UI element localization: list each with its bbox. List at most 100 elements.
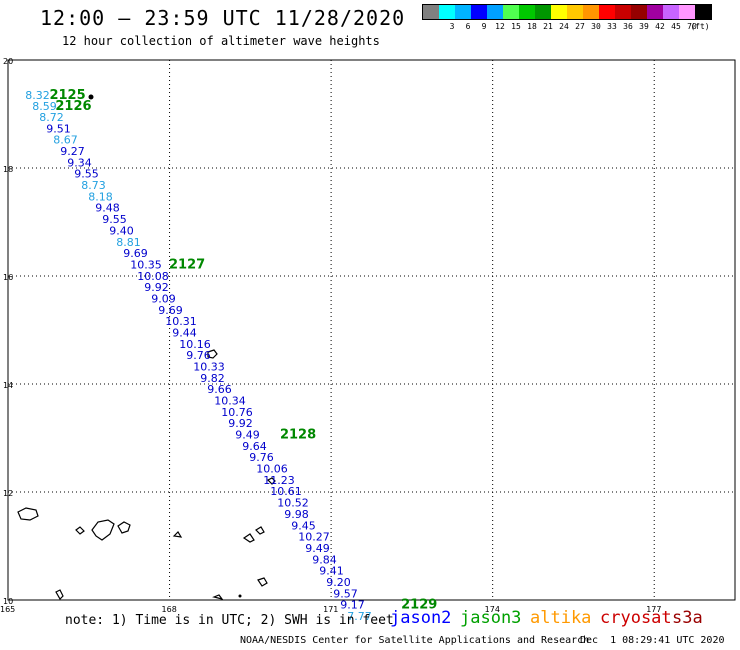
- island: [88, 94, 94, 100]
- wave-height-value: 9.17: [340, 599, 365, 612]
- color-scale-label: 27: [575, 22, 585, 31]
- wave-height-value: 9.48: [95, 202, 120, 215]
- island: [238, 594, 242, 598]
- pass-number-label: 2129: [401, 598, 437, 613]
- wave-height-value: 9.44: [172, 326, 197, 339]
- page-subtitle: 12 hour collection of altimeter wave hei…: [62, 34, 380, 48]
- color-swatch: [551, 5, 567, 19]
- color-scale-label: 6: [465, 22, 471, 31]
- wave-height-value: 9.98: [284, 508, 309, 521]
- map-grid: [7, 59, 736, 601]
- wave-height-value: 10.33: [193, 361, 225, 374]
- atoll: [212, 594, 224, 600]
- page-title: 12:00 – 23:59 UTC 11/28/2020: [40, 6, 406, 30]
- wave-height-value: 10.31: [165, 315, 197, 328]
- color-scale-swatches: [422, 4, 712, 20]
- wave-height-value: 9.55: [102, 213, 127, 226]
- note-text: note: 1) Time is in UTC; 2) SWH is in fe…: [65, 613, 394, 628]
- wave-height-value: 9.27: [60, 145, 85, 158]
- color-scale-label: 9: [481, 22, 487, 31]
- color-swatch: [471, 5, 487, 19]
- wave-height-value: 9.69: [158, 304, 183, 317]
- color-scale-labels: 3 6 9 12 15 18 21 24 27 30 33 36 39 42 45 70 (ft): [422, 22, 712, 34]
- lat-tick-label: 18: [3, 165, 13, 174]
- wave-height-value: 9.66: [207, 383, 232, 396]
- pass-number-label: 2126: [55, 99, 91, 114]
- wave-height-value: 7.77: [347, 610, 372, 623]
- legend-item-altika: altika: [530, 608, 592, 628]
- pass-number-label: 2127: [169, 257, 205, 272]
- wave-height-value: 9.55: [74, 168, 99, 181]
- color-scale-label: 3: [449, 22, 455, 31]
- wave-height-value: 8.67: [53, 134, 77, 147]
- legend-item-jason3: jason3: [460, 608, 522, 628]
- wave-height-value: 11.23: [263, 474, 295, 487]
- wave-height-value: 8.73: [81, 179, 106, 192]
- color-scale-label: 36: [623, 22, 633, 31]
- wave-height-value: 10.08: [137, 270, 169, 283]
- legend-item-s3a: s3a: [672, 608, 703, 628]
- wave-height-value: 9.49: [235, 429, 260, 442]
- wave-height-value: 9.64: [242, 440, 267, 453]
- atoll: [257, 577, 268, 587]
- atoll: [255, 526, 265, 535]
- color-scale-label: 24: [559, 22, 569, 31]
- wave-height-value: 9.40: [109, 224, 134, 237]
- wave-observations: 8.328.598.729.518.679.279.349.558.738.18…: [25, 89, 372, 623]
- lat-tick-label: 12: [3, 489, 13, 498]
- color-scale-label: 39: [639, 22, 649, 31]
- atoll: [117, 521, 131, 534]
- color-swatch: [567, 5, 583, 19]
- color-scale-label: 70: [687, 22, 697, 31]
- atoll: [75, 526, 85, 535]
- wave-height-value: 10.27: [298, 531, 330, 544]
- color-swatch: [679, 5, 695, 19]
- lon-tick-label: 165: [0, 605, 15, 614]
- wave-height-value: 9.84: [312, 553, 337, 566]
- color-scale-label: 18: [527, 22, 537, 31]
- wave-height-value: 9.92: [144, 281, 169, 294]
- lat-tick-label: 20: [3, 57, 13, 66]
- island: [266, 477, 276, 485]
- map-frame: [7, 59, 736, 601]
- atoll: [91, 519, 115, 541]
- wave-height-value: 9.45: [291, 519, 316, 532]
- atoll: [242, 533, 255, 543]
- wave-height-value: 9.69: [123, 247, 148, 260]
- color-scale-label: 33: [607, 22, 617, 31]
- color-swatch: [599, 5, 615, 19]
- pass-number-label: 2125: [49, 88, 85, 103]
- lat-tick-label: 14: [3, 381, 13, 390]
- lat-tick-label: 16: [3, 273, 13, 282]
- color-scale: 3 6 9 12 15 18 21 24 27 30 33 36 39 42 45 70 (ft): [422, 4, 712, 34]
- wave-height-value: 9.49: [305, 542, 330, 555]
- color-swatch: [423, 5, 439, 19]
- color-swatch: [487, 5, 503, 19]
- wave-height-value: 9.76: [186, 349, 211, 362]
- lon-tick-label: 174: [485, 605, 500, 614]
- color-scale-label: 15: [511, 22, 521, 31]
- wave-height-value: 9.51: [46, 122, 71, 135]
- wave-height-value: 10.61: [270, 485, 302, 498]
- wave-height-value: 9.41: [319, 565, 344, 578]
- island: [207, 349, 218, 359]
- wave-height-value: 10.06: [256, 463, 288, 476]
- legend-item-jason2: jason2: [390, 608, 452, 628]
- footer-timestamp: Dec 1 08:29:41 UTC 2020: [580, 635, 725, 646]
- wave-height-value: 9.20: [326, 576, 351, 589]
- wave-height-value: 10.16: [179, 338, 211, 351]
- wave-height-value: 10.34: [214, 395, 246, 408]
- color-scale-label: 30: [591, 22, 601, 31]
- atoll: [17, 507, 39, 521]
- lon-tick-label: 171: [323, 605, 338, 614]
- wave-height-value: 8.59: [32, 100, 57, 113]
- wave-height-value: 10.76: [221, 406, 253, 419]
- wave-height-value: 8.72: [39, 111, 64, 124]
- land-masses: [17, 94, 276, 600]
- legend-item-cryosat: cryosat: [600, 608, 672, 628]
- color-scale-unit: (ft): [690, 22, 710, 31]
- wave-height-value: 9.09: [151, 292, 176, 305]
- color-swatch: [647, 5, 663, 19]
- color-swatch: [631, 5, 647, 19]
